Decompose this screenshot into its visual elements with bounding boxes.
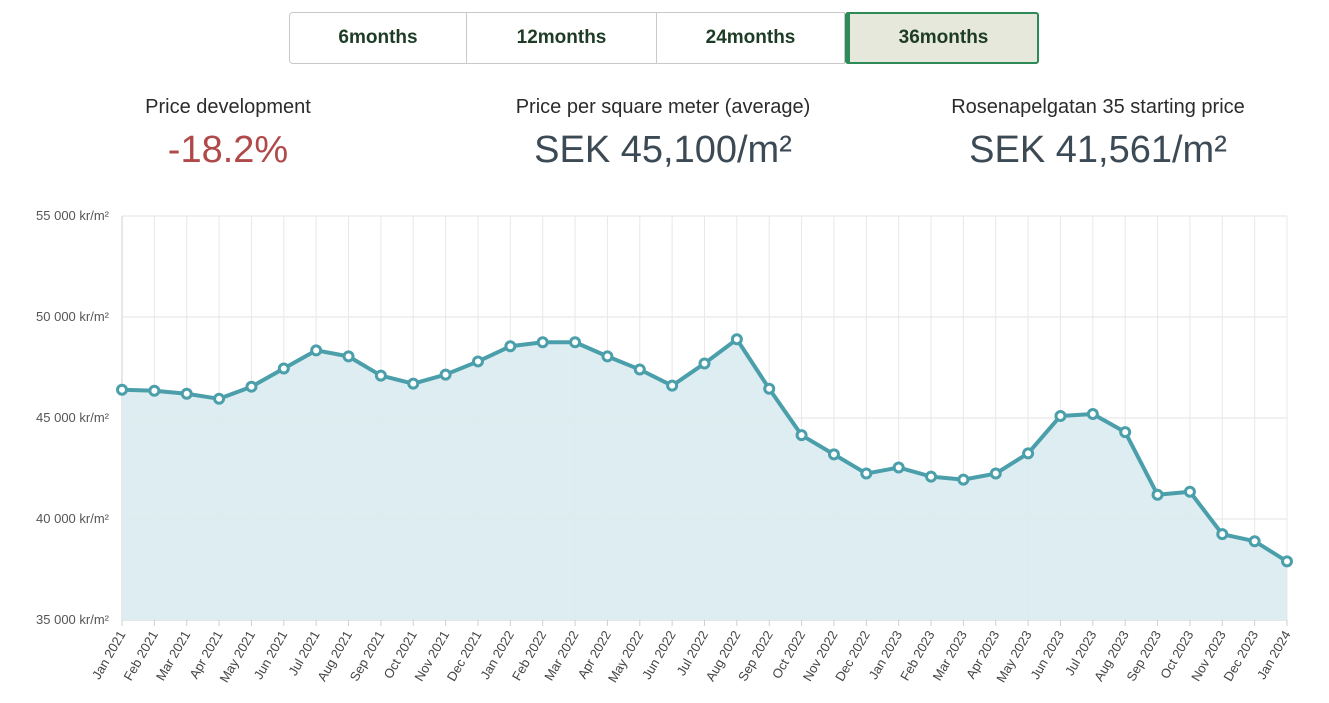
y-tick-label: 50 000 kr/m² [36,309,110,324]
price-data-point [763,382,776,395]
price-data-point [471,355,484,368]
price-data-point [1086,407,1099,420]
price-data-point [892,461,905,474]
tab-24months[interactable]: 24months [657,12,845,64]
average-price-label: Price per square meter (average) [515,96,811,118]
price-data-point [407,377,420,390]
y-tick-label: 45 000 kr/m² [36,410,110,425]
price-data-point [374,369,387,382]
price-data-point [1022,447,1035,460]
price-data-point [213,392,226,405]
price-data-point [860,467,873,480]
price-development-label: Price development [145,96,311,118]
price-data-point [1248,535,1261,548]
price-data-point [504,340,517,353]
price-data-point [180,387,193,400]
price-data-point [310,344,323,357]
tab-36months[interactable]: 36months [845,12,1039,64]
price-data-point [245,380,258,393]
price-data-point [148,384,161,397]
price-data-point [1054,409,1067,422]
starting-price-value: SEK 41,561/m² [969,129,1227,171]
price-data-point [666,379,679,392]
y-tick-label: 55 000 kr/m² [36,208,110,223]
price-data-point [116,383,128,396]
y-tick-label: 40 000 kr/m² [36,511,110,526]
price-area-fill [122,339,1287,620]
tab-12months[interactable]: 12months [467,12,657,64]
average-price-stat: Price per square meter (average) SEK 45,… [483,96,843,172]
price-data-point [1183,485,1196,498]
price-data-point [633,363,646,376]
price-development-value: -18.2% [167,129,289,171]
price-data-point [698,357,711,370]
price-data-point [925,470,938,483]
price-development-stat: Price development -18.2% [98,96,358,172]
price-data-point [730,333,743,346]
price-data-point [601,350,614,363]
price-data-point [1119,426,1132,439]
price-data-point [536,336,549,349]
price-data-point [827,448,840,461]
price-data-point [439,368,452,381]
price-data-point [957,473,970,486]
price-data-point [795,429,808,442]
average-price-value: SEK 45,100/m² [534,129,792,171]
starting-price-label: Rosenapelgatan 35 starting price [951,96,1245,118]
price-data-point [989,467,1002,480]
price-data-point [1151,488,1164,501]
price-data-point [342,350,355,363]
price-data-point [1216,528,1229,541]
y-tick-label: 35 000 kr/m² [36,612,110,627]
tab-6months[interactable]: 6months [289,12,467,64]
period-tabs: 6months 12months 24months 36months [289,12,1039,64]
price-data-point [569,336,582,349]
price-data-point [277,362,290,375]
price-data-point [1281,555,1293,568]
starting-price-stat: Rosenapelgatan 35 starting price SEK 41,… [918,96,1278,172]
